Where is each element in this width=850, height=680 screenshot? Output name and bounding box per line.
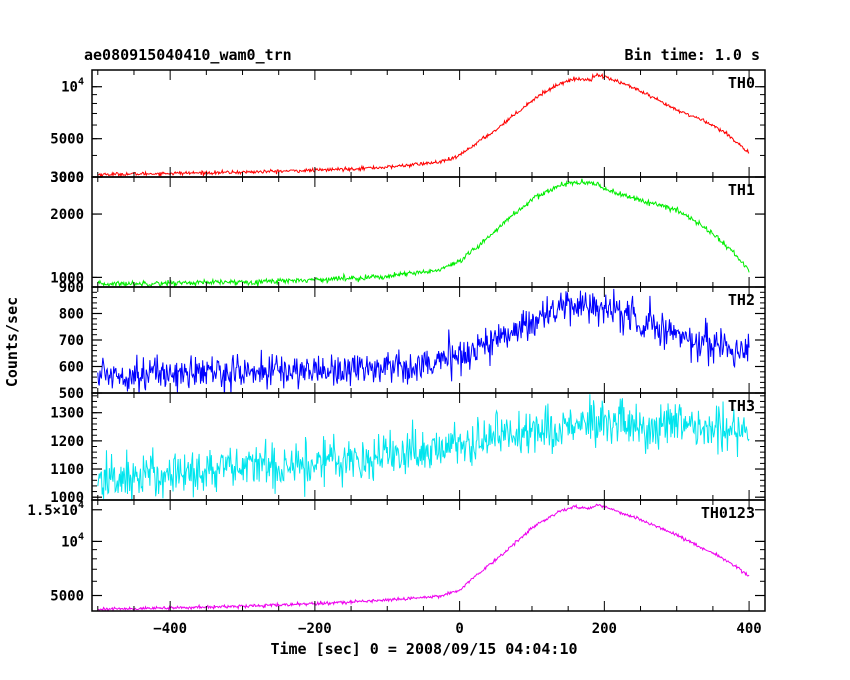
x-tick-label: 200 bbox=[592, 621, 617, 637]
x-tick-label: −200 bbox=[298, 621, 332, 637]
panel-th0123: 5000 104 1.5×104 TH0123 bbox=[27, 499, 766, 612]
chart-title: ae080915040410_wam0_trn bbox=[84, 46, 292, 64]
series-th1 bbox=[97, 178, 750, 287]
y-tick-label: 600 bbox=[59, 360, 84, 376]
panel-th0: 3000 5000 104 TH0 bbox=[50, 69, 766, 186]
panel-label: TH2 bbox=[728, 291, 755, 309]
panel-label: TH0123 bbox=[701, 504, 755, 522]
panel-th2: 500 600 700 800 900 TH2 bbox=[59, 280, 766, 402]
panel-th1: 1000 2000 3000 TH1 bbox=[50, 170, 766, 288]
series-th0 bbox=[97, 72, 750, 177]
panel-label: TH3 bbox=[728, 397, 755, 415]
y-axis-label: Counts/sec bbox=[3, 297, 21, 387]
panel-th3: 1000 1100 1200 1300 TH3 bbox=[50, 392, 766, 506]
y-tick-label: 1.5×104 bbox=[27, 500, 84, 519]
bin-time-label: Bin time: 1.0 s bbox=[625, 46, 760, 64]
y-tick-label: 1000 bbox=[50, 490, 84, 506]
y-tick-label: 104 bbox=[61, 531, 84, 550]
y-tick-label: 1200 bbox=[50, 434, 84, 450]
y-tick-label: 5000 bbox=[50, 132, 84, 148]
panel-frame bbox=[91, 69, 766, 178]
y-tick-label: 1100 bbox=[50, 462, 84, 478]
x-axis-label: Time [sec] 0 = 2008/09/15 04:04:10 bbox=[270, 640, 577, 658]
y-tick-label: 3000 bbox=[50, 170, 84, 186]
x-axis: −400 −200 0 200 400 bbox=[153, 621, 761, 637]
y-tick-label: 500 bbox=[59, 386, 84, 402]
y-tick-label: 1300 bbox=[50, 406, 84, 422]
x-tick-label: −400 bbox=[153, 621, 187, 637]
y-tick-label: 800 bbox=[59, 307, 84, 323]
series-th0123 bbox=[97, 503, 750, 611]
panel-frame bbox=[91, 499, 766, 612]
y-tick-label: 5000 bbox=[50, 589, 84, 605]
panel-label: TH0 bbox=[728, 74, 755, 92]
series-th2 bbox=[97, 288, 750, 393]
panel-frame bbox=[91, 176, 766, 288]
y-tick-label: 1000 bbox=[50, 270, 84, 286]
panel-label: TH1 bbox=[728, 181, 755, 199]
series-th3 bbox=[97, 394, 750, 500]
y-tick-label: 900 bbox=[59, 280, 84, 296]
x-tick-label: 400 bbox=[736, 621, 761, 637]
y-tick-label: 104 bbox=[61, 77, 84, 96]
y-tick-label: 2000 bbox=[50, 207, 84, 223]
y-tick-label: 3000 bbox=[50, 170, 84, 186]
y-tick-label: 700 bbox=[59, 333, 84, 349]
x-tick-label: 0 bbox=[455, 621, 463, 637]
